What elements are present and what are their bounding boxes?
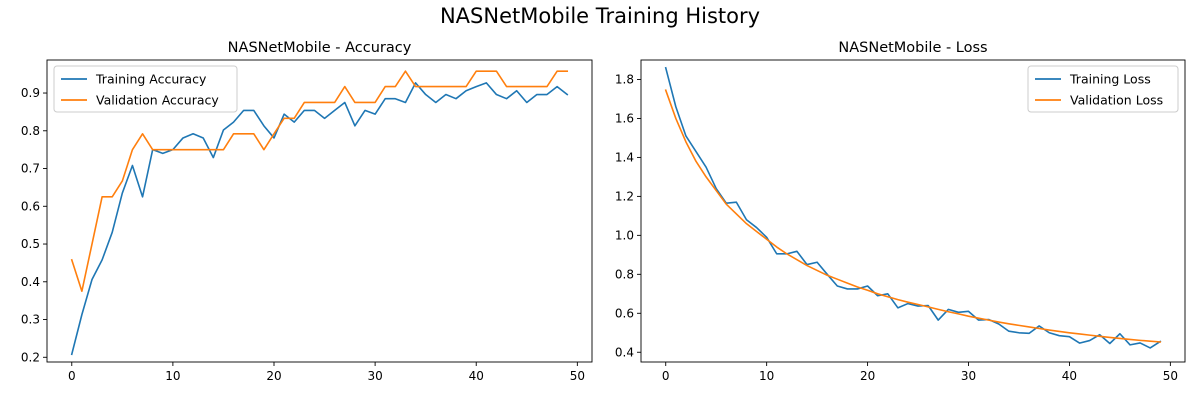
accuracy-series-line-training	[70, 82, 569, 356]
accuracy-x-tick-label: 30	[367, 369, 382, 383]
accuracy-legend-label-training: Training Accuracy	[95, 72, 207, 87]
loss-legend-label-training: Training Loss	[1069, 72, 1151, 87]
accuracy-x-tick-label: 20	[266, 369, 281, 383]
accuracy-legend-label-validation: Validation Accuracy	[96, 93, 219, 108]
loss-x-tick-label: 10	[759, 369, 774, 383]
loss-x-tick-label: 40	[1062, 369, 1077, 383]
accuracy-series-line-validation	[70, 70, 569, 293]
loss-y-tick-label: 1.4	[615, 150, 634, 164]
loss-axes-frame	[640, 59, 1186, 363]
loss-chart-title: NASNetMobile - Loss	[838, 40, 987, 56]
loss-x-tick-label: 30	[961, 369, 976, 383]
loss-y-tick-label: 0.6	[615, 306, 634, 320]
accuracy-y-tick-label: 0.3	[21, 313, 40, 327]
accuracy-x-tick-label: 40	[469, 369, 484, 383]
accuracy-axes-frame	[46, 59, 593, 363]
loss-series-line-training	[664, 66, 1162, 349]
accuracy-y-tick-label: 0.9	[21, 86, 40, 100]
accuracy-y-tick-label: 0.2	[21, 350, 40, 364]
loss-y-tick-label: 1.6	[615, 111, 634, 125]
accuracy-x-tick-label: 0	[68, 369, 76, 383]
loss-y-tick-label: 0.8	[615, 267, 634, 281]
loss-chart: NASNetMobile - Loss 0 10 20 30 40 50 0.4 0.6 0.8 1…	[615, 40, 1186, 383]
accuracy-chart-title: NASNetMobile - Accuracy	[228, 40, 412, 56]
accuracy-y-tick-label: 0.8	[21, 124, 40, 138]
loss-y-tick-label: 1.0	[615, 228, 634, 242]
loss-y-tick-label: 1.8	[615, 72, 634, 86]
loss-x-tick-label: 0	[662, 369, 670, 383]
accuracy-legend: Training Accuracy Validation Accuracy	[53, 65, 238, 113]
accuracy-legend-box	[53, 65, 238, 113]
loss-legend: Training Loss Validation Loss	[1027, 65, 1179, 113]
loss-x-tick-label: 20	[860, 369, 875, 383]
figure-suptitle: NASNetMobile Training History	[439, 4, 761, 28]
loss-x-tick-label: 50	[1163, 369, 1178, 383]
accuracy-y-tick-label: 0.6	[21, 199, 40, 213]
loss-y-tick-label: 1.2	[615, 189, 634, 203]
accuracy-y-tick-label: 0.5	[21, 237, 40, 251]
loss-series-line-validation	[664, 89, 1162, 343]
loss-y-tick-label: 0.4	[615, 345, 634, 359]
accuracy-y-tick-label: 0.4	[21, 275, 40, 289]
accuracy-y-tick-label: 0.7	[21, 162, 40, 176]
accuracy-x-tick-label: 10	[165, 369, 180, 383]
loss-legend-box	[1027, 65, 1179, 113]
loss-legend-label-validation: Validation Loss	[1070, 93, 1163, 108]
accuracy-chart: NASNetMobile - Accuracy 0 10 20 30 40 50 0.2 0.3…	[21, 40, 593, 383]
accuracy-x-tick-label: 50	[570, 369, 585, 383]
